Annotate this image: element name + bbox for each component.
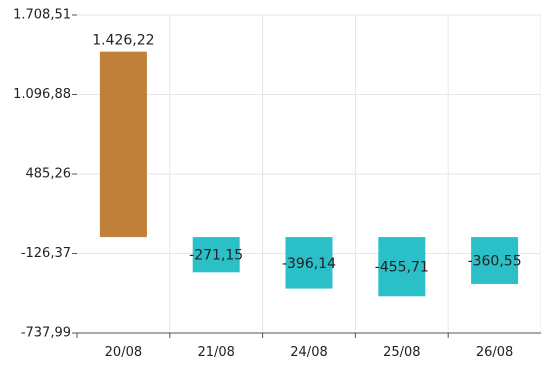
- y-tick-label: -126,37: [21, 246, 71, 261]
- y-tick-label: 1.708,51: [13, 8, 71, 23]
- y-tick-label: 1.096,88: [13, 87, 71, 102]
- x-tick-label: 25/08: [383, 345, 420, 360]
- grid-lines: [72, 14, 541, 338]
- y-tick-labels: -737,99 -126,37 485,26 1.096,88 1.708,51: [13, 8, 71, 341]
- bars: [99, 51, 519, 297]
- bar-20-08: [99, 51, 147, 238]
- x-tick-label: 26/08: [476, 345, 513, 360]
- data-label: -271,15: [189, 248, 243, 264]
- bar-26-08: [471, 237, 519, 284]
- data-label: -455,71: [375, 260, 429, 276]
- y-tick-label: 485,26: [26, 167, 72, 182]
- data-label: -360,55: [468, 254, 522, 270]
- bar-25-08: [378, 237, 426, 297]
- bar-24-08: [285, 237, 333, 289]
- data-label: 1.426,22: [92, 33, 154, 49]
- x-tick-label: 21/08: [197, 345, 234, 360]
- y-tick-label: -737,99: [21, 326, 71, 341]
- x-tick-labels: 20/08 21/08 24/08 25/08 26/08: [105, 345, 514, 360]
- data-label: -396,14: [282, 256, 336, 272]
- x-tick-label: 20/08: [105, 345, 142, 360]
- bar-21-08: [192, 237, 240, 273]
- data-labels: 1.426,22 -271,15 -396,14 -455,71 -360,55: [92, 33, 521, 276]
- x-tick-label: 24/08: [290, 345, 327, 360]
